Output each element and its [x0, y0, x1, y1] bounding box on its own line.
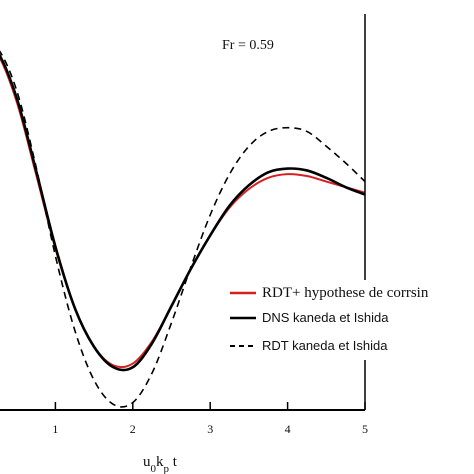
- annotation-froude: Fr = 0.59: [222, 38, 274, 53]
- series-line-3: [0, 50, 366, 408]
- legend-label: DNS kaneda et Ishida: [262, 310, 389, 325]
- x-axis-label: u0kp t: [143, 454, 178, 474]
- legend-label: RDT+ hypothese de corrsin: [262, 285, 429, 301]
- series-lines: [0, 50, 366, 408]
- series-line-2: [0, 53, 366, 372]
- x-tick-label: 2: [130, 422, 136, 436]
- x-tick-label: 1: [52, 422, 58, 436]
- legend-label: RDT kaneda et Ishida: [262, 338, 388, 353]
- x-tick-label: 5: [362, 422, 368, 436]
- legend: RDT+ hypothese de corrsin DNS kaneda et I…: [226, 280, 429, 360]
- axes: 1 2 3 4 5: [0, 14, 368, 436]
- x-tick-label: 3: [207, 422, 213, 436]
- x-tick-label: 4: [285, 422, 291, 436]
